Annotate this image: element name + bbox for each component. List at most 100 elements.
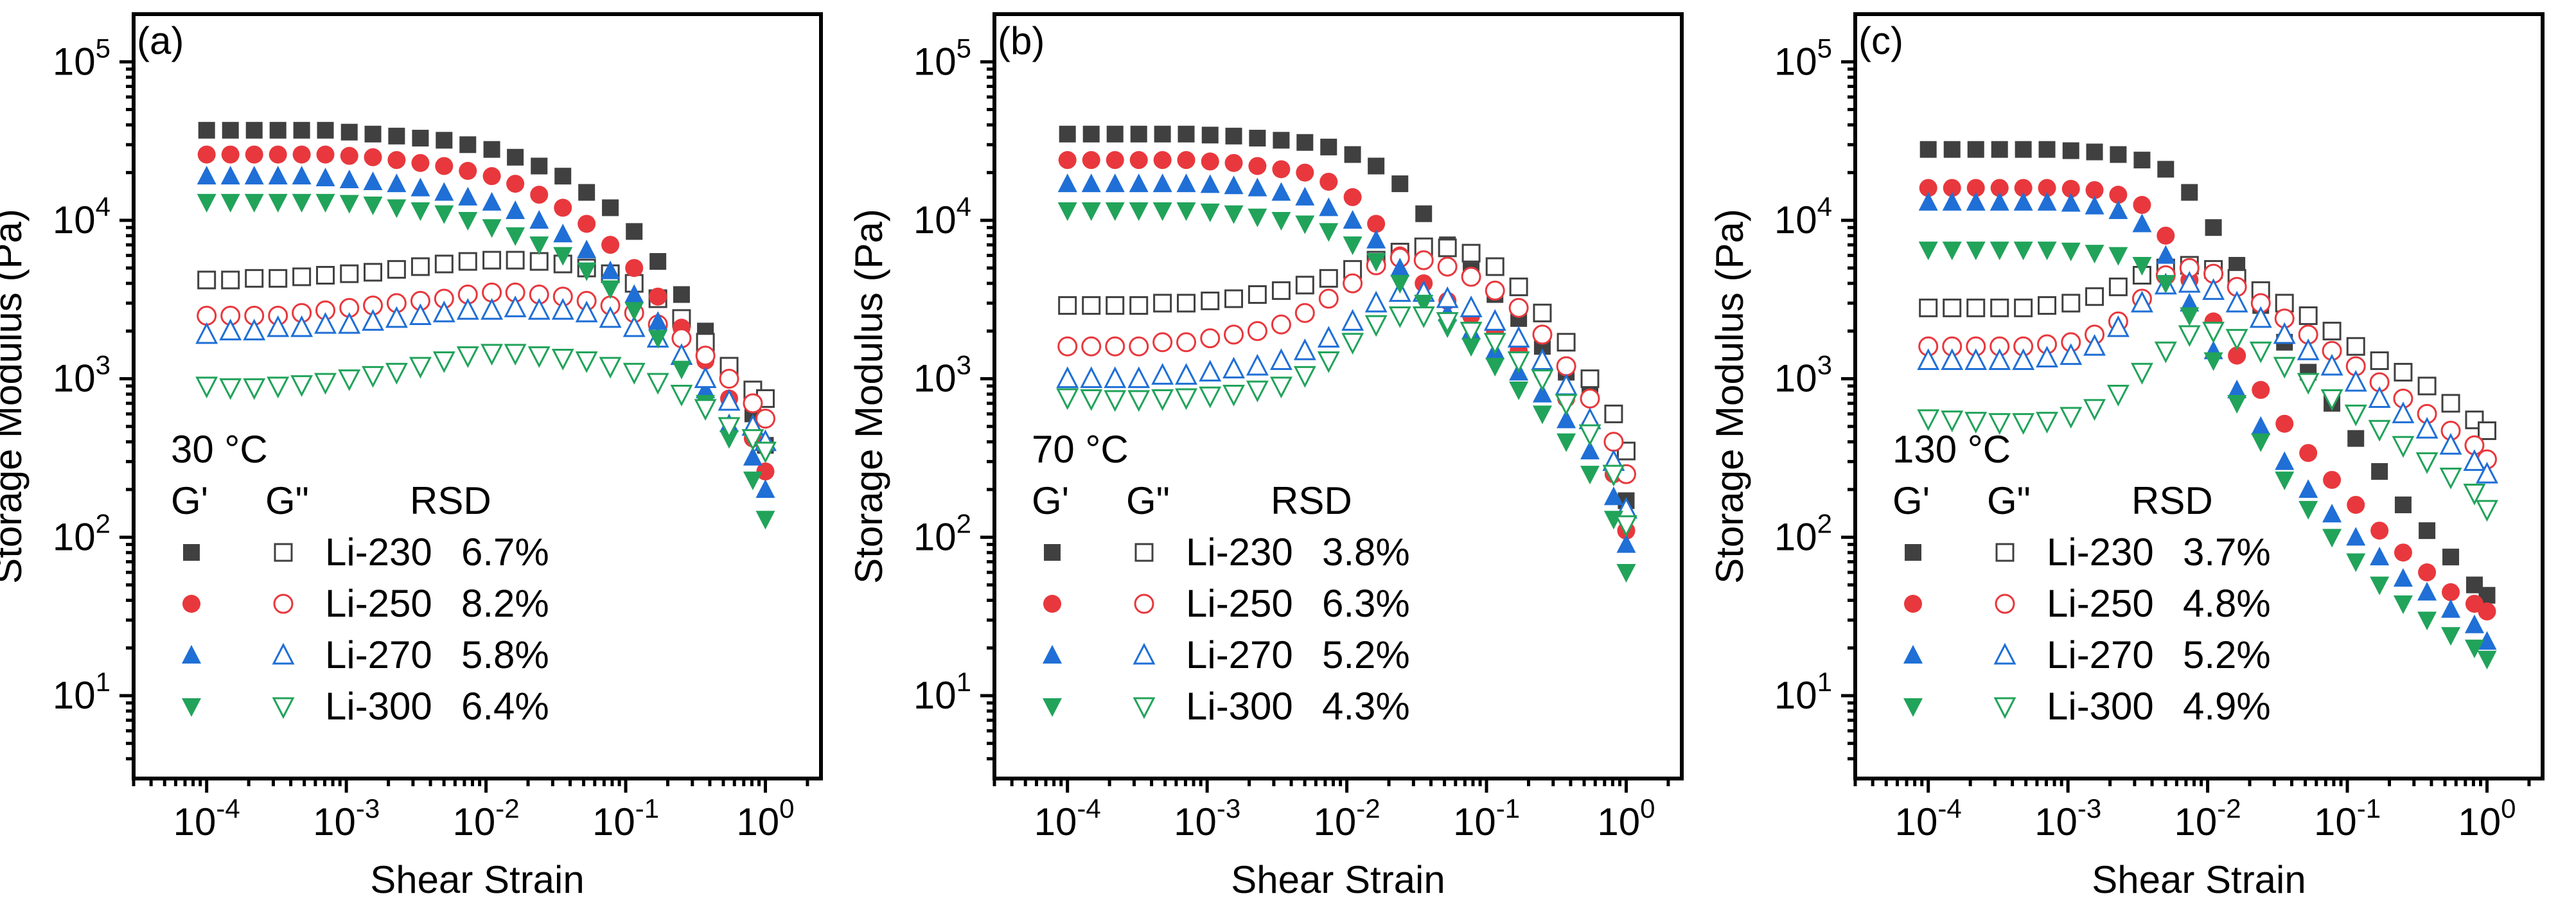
legend-marker-gdoubleprime <box>274 543 293 562</box>
legend-rsd-value: 3.7% <box>2183 531 2271 574</box>
data-point <box>507 148 524 166</box>
data-point <box>1127 390 1151 412</box>
x-tick-label-exponent: -2 <box>1356 793 1380 823</box>
plot-frame <box>992 12 1684 780</box>
legend-marker-gdoubleprime <box>272 697 295 719</box>
data-point <box>2393 568 2413 587</box>
x-tick-label: 100 <box>2458 793 2516 843</box>
data-point <box>1918 242 1938 261</box>
data-point <box>2060 343 2083 365</box>
data-point <box>1106 151 1124 170</box>
data-point <box>2322 321 2342 340</box>
data-point <box>1942 242 1962 261</box>
y-tick-label-exponent: 1 <box>957 667 971 697</box>
data-point <box>1533 303 1552 322</box>
legend-rsd-value: 4.8% <box>2183 582 2271 625</box>
data-point <box>2014 179 2033 197</box>
data-point <box>622 315 646 337</box>
data-point <box>2060 407 2083 429</box>
data-point <box>755 479 775 498</box>
data-point <box>1917 348 1940 371</box>
data-point <box>2476 461 2498 484</box>
x-tick-label-exponent: -2 <box>2217 793 2241 823</box>
data-point <box>1343 188 1362 206</box>
data-point <box>362 309 384 331</box>
data-point <box>1391 175 1409 193</box>
data-point <box>244 193 264 213</box>
legend-marker-gdoubleprime <box>273 594 294 614</box>
data-point <box>1943 179 1961 197</box>
y-tick-label: 102 <box>1774 508 1832 558</box>
data-point <box>2108 247 2128 266</box>
y-axis-label: Storage Modulus (Pa) <box>1708 209 1751 584</box>
data-point <box>1129 151 1148 170</box>
data-point <box>506 251 525 270</box>
data-point <box>2323 471 2342 489</box>
series-li-270-gprime <box>1057 173 1636 553</box>
data-point <box>1989 242 2009 261</box>
data-point <box>718 389 741 411</box>
data-point <box>1509 277 1528 297</box>
data-point <box>316 265 335 285</box>
data-point <box>1129 202 1149 221</box>
data-point <box>409 357 432 379</box>
data-point <box>1508 297 1529 318</box>
legend-sample-name: Li-230 <box>325 531 432 574</box>
data-point <box>2086 143 2103 161</box>
data-point <box>1461 338 1481 357</box>
data-point <box>268 166 288 185</box>
data-point <box>1532 405 1552 425</box>
x-tick-label-base: 10 <box>1034 800 1077 843</box>
data-point <box>2441 627 2461 646</box>
data-point <box>2417 612 2437 631</box>
series-li-230-gprime <box>1919 141 2496 604</box>
data-point <box>2083 334 2106 356</box>
x-tick-label-base: 10 <box>313 800 356 843</box>
legend-sample-name: Li-300 <box>2047 685 2154 728</box>
data-point <box>2368 386 2391 408</box>
legend-rsd-value: 3.8% <box>1322 531 1410 574</box>
data-point <box>197 145 216 164</box>
data-point <box>1390 258 1410 277</box>
data-point <box>2464 614 2484 633</box>
data-point <box>529 252 549 271</box>
y-tick-label-base: 10 <box>913 357 957 400</box>
x-tick-label-base: 10 <box>2175 800 2218 843</box>
data-point <box>1413 250 1434 270</box>
legend-sample-name: Li-230 <box>2047 531 2154 574</box>
data-point <box>743 393 763 414</box>
legend-header-gdoubleprime: G" <box>1987 479 2031 522</box>
data-point <box>1105 173 1125 193</box>
data-points <box>1917 141 2498 670</box>
data-point <box>1917 409 1940 432</box>
x-tick-label-base: 10 <box>1597 800 1640 843</box>
data-point <box>2225 290 2248 313</box>
y-tick-label-base: 10 <box>53 357 96 400</box>
data-point <box>1485 257 1504 276</box>
data-point <box>1461 243 1481 263</box>
x-axis-label: Shear Strain <box>1231 858 1445 901</box>
x-tick-label-exponent: 0 <box>1640 793 1655 823</box>
x-tick-label-exponent: -2 <box>495 793 519 823</box>
data-point <box>268 193 288 213</box>
y-tick-label-exponent: 2 <box>96 508 110 538</box>
data-point <box>221 270 240 290</box>
data-point <box>432 301 455 322</box>
data-point <box>625 259 644 277</box>
panel-3: 10-4 10-3 10-2 10-1 100101102103104105Shear … <box>1708 12 2545 901</box>
data-point <box>1271 211 1291 231</box>
data-point <box>2156 275 2176 294</box>
y-tick-label-base: 10 <box>53 674 96 717</box>
plot-frame <box>1853 12 2545 780</box>
data-point <box>339 169 359 188</box>
series-li-300-gdoubleprime <box>1917 321 2498 522</box>
data-point <box>1460 295 1483 317</box>
data-point <box>743 446 763 466</box>
data-point <box>456 346 479 368</box>
data-point <box>2205 219 2222 236</box>
data-point <box>434 205 454 224</box>
data-point <box>432 351 455 373</box>
data-point <box>1295 215 1315 234</box>
data-point <box>506 200 525 219</box>
